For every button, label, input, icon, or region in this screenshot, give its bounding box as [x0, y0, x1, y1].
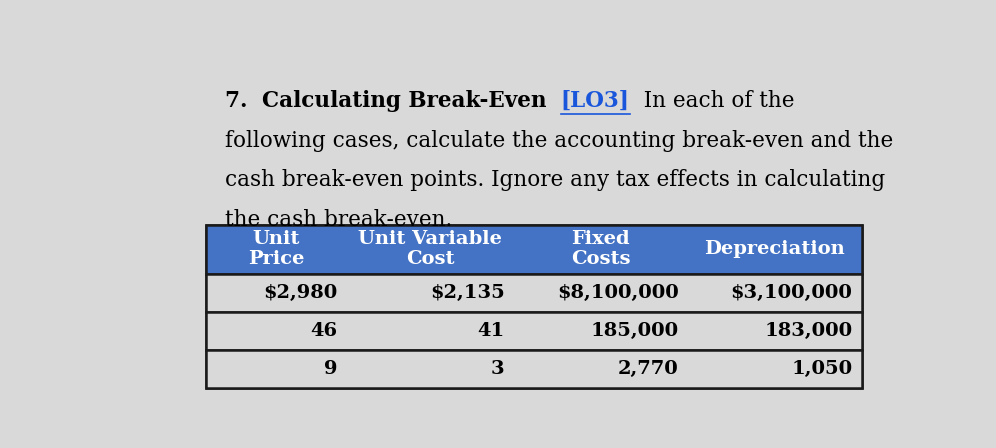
Text: 46: 46: [310, 322, 338, 340]
Bar: [205, 312, 862, 350]
Text: the cash break-even.: the cash break-even.: [225, 209, 452, 231]
Bar: [205, 224, 862, 274]
Text: Unit
Price: Unit Price: [248, 230, 304, 268]
Text: 41: 41: [477, 322, 505, 340]
Text: $3,100,000: $3,100,000: [730, 284, 853, 302]
Text: 183,000: 183,000: [764, 322, 853, 340]
Text: [LO3]: [LO3]: [561, 90, 629, 112]
Bar: [205, 274, 862, 312]
Text: 185,000: 185,000: [591, 322, 678, 340]
Text: $8,100,000: $8,100,000: [557, 284, 678, 302]
Text: following cases, calculate the accounting break-even and the: following cases, calculate the accountin…: [225, 129, 893, 152]
Text: Fixed
Costs: Fixed Costs: [571, 230, 630, 268]
Text: Depreciation: Depreciation: [704, 240, 845, 258]
Text: $2,135: $2,135: [430, 284, 505, 302]
Text: $2,980: $2,980: [263, 284, 338, 302]
Text: 3: 3: [491, 360, 505, 378]
Text: 7.: 7.: [225, 90, 262, 112]
Text: cash break-even points. Ignore any tax effects in calculating: cash break-even points. Ignore any tax e…: [225, 169, 885, 191]
Text: Unit Variable
Cost: Unit Variable Cost: [359, 230, 502, 268]
Text: Calculating Break-Even: Calculating Break-Even: [262, 90, 547, 112]
Text: 2,770: 2,770: [618, 360, 678, 378]
Text: 9: 9: [324, 360, 338, 378]
Text: 1,050: 1,050: [791, 360, 853, 378]
Bar: [205, 224, 862, 388]
Bar: [205, 350, 862, 388]
Text: In each of the: In each of the: [629, 90, 794, 112]
